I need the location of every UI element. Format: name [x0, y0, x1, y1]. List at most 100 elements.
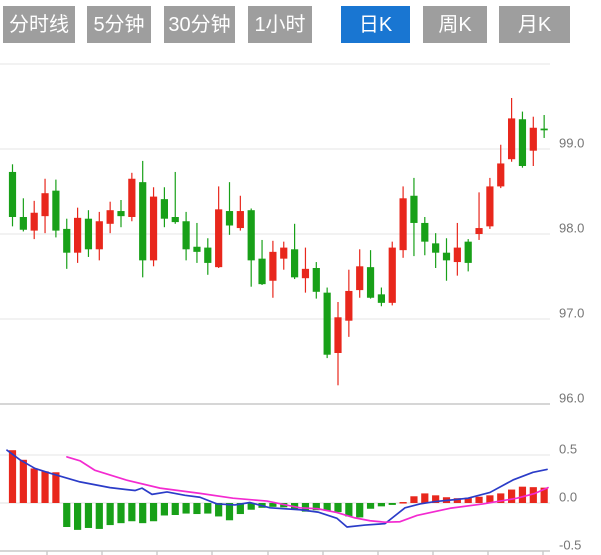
candle-body	[312, 268, 320, 292]
candle-body	[63, 228, 71, 253]
candle	[171, 171, 179, 224]
tab-monthly-k[interactable]: 月K	[499, 6, 570, 43]
tab-30min[interactable]: 30分钟	[164, 6, 235, 43]
candle	[149, 187, 158, 267]
macd-bar-positive	[464, 497, 472, 503]
macd-bar-negative	[63, 503, 71, 527]
tab-weekly-k[interactable]: 周K	[423, 6, 487, 43]
candle	[225, 182, 234, 235]
macd-bar-negative	[204, 503, 212, 514]
tab-monthly-k-label: 月K	[517, 13, 552, 36]
candle-body	[388, 247, 396, 303]
macd-axis-label: -0.5	[559, 537, 581, 552]
macd-axis-label: 0.0	[559, 489, 577, 504]
macd-bar-negative	[193, 503, 201, 515]
candle-body	[399, 198, 407, 251]
macd-bar-positive	[30, 468, 38, 503]
macd-line-dif	[6, 449, 548, 528]
macd-bar-negative	[128, 503, 136, 522]
candle	[312, 262, 320, 299]
macd-bar-negative	[95, 503, 103, 529]
macd-bar-negative	[247, 503, 255, 510]
candle-body	[171, 217, 179, 223]
candle-body	[453, 247, 461, 263]
macd-bar-negative	[160, 503, 168, 516]
candle-body	[421, 222, 429, 242]
macd-bar-negative	[312, 503, 320, 511]
candle-body	[269, 251, 277, 281]
candle-body	[41, 193, 49, 217]
candle	[399, 186, 407, 258]
candle-body	[518, 119, 527, 166]
macd-bar-negative	[345, 503, 353, 517]
tab-5min[interactable]: 5分钟	[87, 6, 151, 43]
macd-bar-negative	[84, 503, 93, 528]
candle-body	[301, 268, 310, 279]
macd-bar-negative	[215, 503, 223, 517]
tab-1hour[interactable]: 1小时	[248, 6, 312, 43]
candle	[269, 240, 277, 298]
candlestick-panel	[8, 98, 548, 386]
candle-body	[30, 212, 38, 231]
candle-body	[258, 258, 266, 285]
candle	[323, 287, 331, 359]
macd-bar-positive	[19, 459, 27, 503]
candle	[74, 207, 82, 263]
candle	[486, 177, 494, 229]
candle-body	[280, 247, 288, 259]
candle	[345, 269, 353, 337]
candle-body	[529, 127, 537, 151]
macd-bar-positive	[518, 486, 527, 503]
macd-bar-positive	[52, 472, 60, 503]
candle-body	[291, 249, 299, 278]
candle-body	[139, 182, 147, 261]
candle-body	[215, 209, 223, 268]
candle	[204, 238, 212, 275]
candle-body	[128, 178, 136, 217]
candle-body	[193, 246, 201, 252]
macd-bar-negative	[225, 503, 234, 521]
candle	[193, 222, 201, 263]
macd-bar-negative	[171, 503, 179, 515]
candle-body	[149, 196, 158, 261]
candle-body	[432, 243, 440, 253]
candle-body	[236, 211, 244, 229]
candle	[508, 98, 516, 162]
macd-bar-positive	[497, 493, 505, 503]
macd-bar-positive	[453, 498, 461, 503]
candle	[236, 195, 244, 231]
candle-body	[345, 290, 353, 321]
candle-body	[117, 211, 125, 217]
candle	[291, 223, 299, 280]
candle	[139, 160, 147, 278]
candle	[377, 287, 385, 307]
candle-body	[377, 294, 385, 303]
candle	[160, 187, 168, 228]
macd-bar-negative	[106, 503, 114, 526]
candle	[128, 172, 136, 222]
macd-bar-negative	[74, 503, 82, 530]
macd-bar-negative	[356, 503, 364, 518]
macd-bar-positive	[41, 471, 49, 503]
candle	[63, 218, 71, 269]
candle	[106, 201, 114, 234]
candle-body	[8, 171, 17, 217]
macd-bar-negative	[139, 503, 147, 524]
candle	[182, 211, 190, 261]
candle-body	[508, 118, 516, 160]
tab-daily-k[interactable]: 日K	[341, 6, 410, 43]
candle	[421, 217, 429, 256]
tab-weekly-k-label: 周K	[438, 13, 472, 36]
candle	[442, 238, 451, 281]
macd-bar-positive	[540, 487, 548, 503]
tab-timeline[interactable]: 分时线	[3, 6, 75, 43]
timeframe-tabbar: 分时线 5分钟 30分钟 1小时 日K 周K 月K	[0, 0, 601, 50]
candle	[280, 241, 288, 270]
candle	[453, 222, 461, 276]
candle	[388, 241, 396, 306]
candle-body	[95, 221, 103, 250]
macd-bar-negative	[366, 503, 375, 509]
tab-timeline-label: 分时线	[9, 13, 69, 36]
candle	[117, 200, 125, 228]
